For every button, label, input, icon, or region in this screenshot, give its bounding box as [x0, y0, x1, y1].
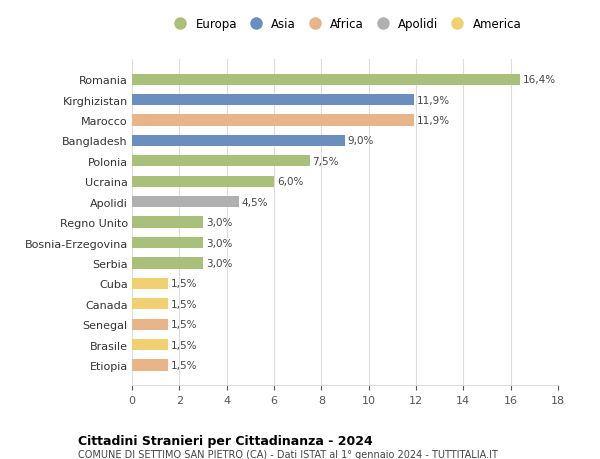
Text: 9,0%: 9,0% — [348, 136, 374, 146]
Text: 11,9%: 11,9% — [416, 116, 449, 126]
Bar — [132, 176, 274, 187]
Bar — [132, 319, 167, 330]
Bar — [132, 74, 520, 86]
Bar — [132, 258, 203, 269]
Text: 7,5%: 7,5% — [313, 157, 339, 167]
Bar — [132, 135, 345, 147]
Text: 3,0%: 3,0% — [206, 218, 232, 228]
Text: 11,9%: 11,9% — [416, 95, 449, 106]
Text: 6,0%: 6,0% — [277, 177, 303, 187]
Legend: Europa, Asia, Africa, Apolidi, America: Europa, Asia, Africa, Apolidi, America — [164, 13, 526, 36]
Bar — [132, 217, 203, 228]
Bar — [132, 278, 167, 289]
Text: 1,5%: 1,5% — [170, 340, 197, 350]
Bar — [132, 359, 167, 371]
Bar — [132, 237, 203, 249]
Text: 1,5%: 1,5% — [170, 360, 197, 370]
Text: 1,5%: 1,5% — [170, 279, 197, 289]
Text: Cittadini Stranieri per Cittadinanza - 2024: Cittadini Stranieri per Cittadinanza - 2… — [78, 434, 373, 447]
Bar — [132, 156, 310, 167]
Bar — [132, 339, 167, 350]
Text: 3,0%: 3,0% — [206, 258, 232, 269]
Bar — [132, 95, 413, 106]
Text: 16,4%: 16,4% — [523, 75, 556, 85]
Text: 1,5%: 1,5% — [170, 299, 197, 309]
Text: 1,5%: 1,5% — [170, 319, 197, 330]
Text: 3,0%: 3,0% — [206, 238, 232, 248]
Text: 4,5%: 4,5% — [241, 197, 268, 207]
Bar — [132, 196, 239, 208]
Bar — [132, 298, 167, 310]
Text: COMUNE DI SETTIMO SAN PIETRO (CA) - Dati ISTAT al 1° gennaio 2024 - TUTTITALIA.I: COMUNE DI SETTIMO SAN PIETRO (CA) - Dati… — [78, 449, 498, 459]
Bar — [132, 115, 413, 126]
